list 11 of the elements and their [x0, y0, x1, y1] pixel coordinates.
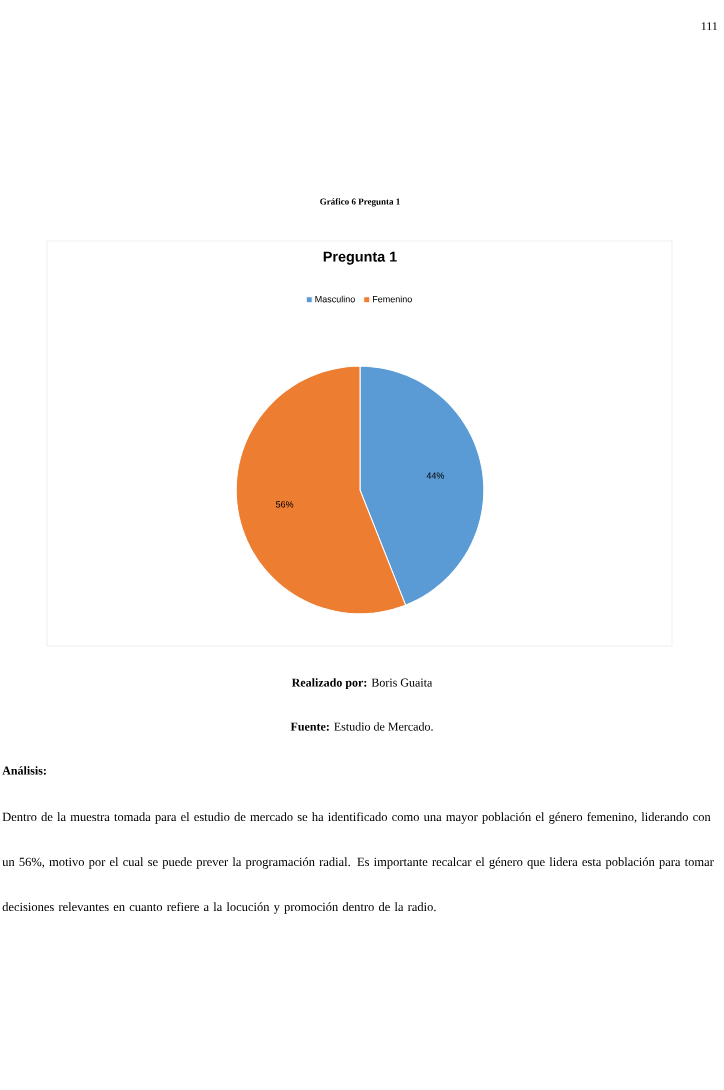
- legend-label: Masculino: [315, 295, 355, 303]
- text: Gráfico 6 Pregunta 1: [320, 198, 400, 207]
- data-label: 56%: [275, 501, 294, 508]
- chart-title: Pregunta 1: [323, 251, 397, 265]
- text: Dentro de la muestra tomada para el estudio de mercado se ha identificado como una mayor población el género femenino, liderando con un 56%, motivo por el cual se puede prever la programación radial. Es importante recalcar el género que lidera esta población para tomar decisiones relevantes en cuanto refiere a la locución y promoción dentro de la radio.: [2, 812, 714, 914]
- data-label: 44%: [426, 472, 445, 479]
- text: Realizado por: Boris Guaita: [291, 678, 433, 690]
- text: 111: [701, 22, 718, 31]
- text: Análisis:: [2, 766, 46, 775]
- text: Fuente: Estudio de Mercado.: [290, 722, 433, 731]
- legend-label: Femenino: [372, 295, 412, 303]
